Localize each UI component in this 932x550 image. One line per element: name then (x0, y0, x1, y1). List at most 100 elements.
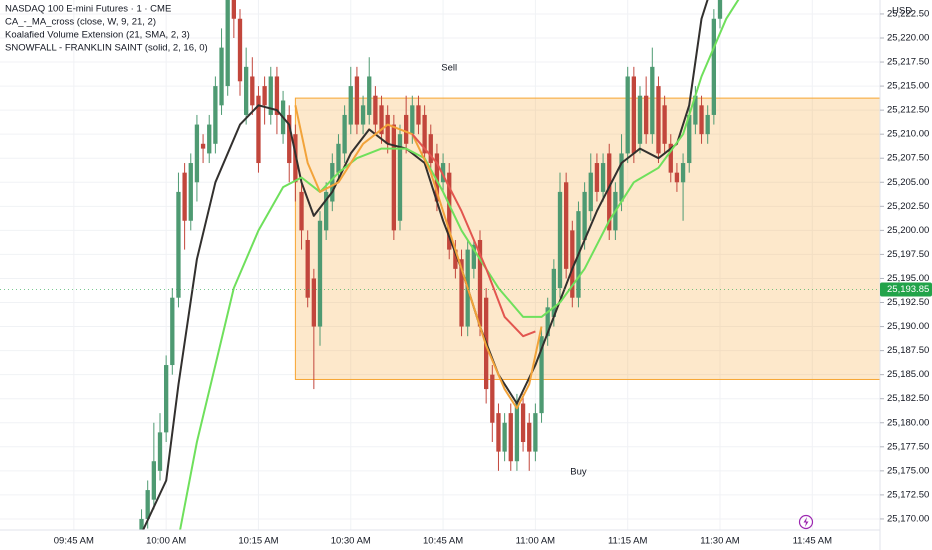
indicator-line (411, 133, 536, 338)
candle-body (219, 47, 224, 106)
x-tick-label: 11:00 AM (516, 536, 556, 547)
candle-body (336, 143, 341, 173)
candle-body (687, 114, 692, 164)
candle-body (330, 163, 335, 202)
candle-body (711, 18, 716, 115)
candle-body (699, 105, 704, 135)
candle-body (477, 239, 483, 327)
candle-body (527, 422, 532, 452)
candle-body (459, 259, 464, 327)
candle-body (151, 461, 156, 500)
y-tick-label: 25,220.00 (887, 33, 929, 44)
candle-body (262, 86, 267, 106)
candle-body (662, 105, 667, 144)
candle-body (231, 0, 236, 19)
x-tick-label: 09:45 AM (54, 536, 94, 547)
candle-body (287, 114, 292, 164)
candle-body (422, 114, 427, 154)
candle-body (502, 422, 507, 452)
x-tick-label: 10:30 AM (331, 536, 371, 547)
candle-body (693, 95, 698, 125)
y-tick-label: 25,170.00 (887, 513, 929, 524)
axes: 25,170.00 25,172.50 25,175.00 25,177.50 25,1… (54, 8, 932, 547)
candle-body (600, 163, 606, 192)
candle-body (145, 490, 150, 519)
y-tick-label: 25,200.00 (887, 225, 929, 236)
flash-icon[interactable] (798, 514, 814, 530)
candle-body (582, 191, 587, 240)
y-tick-label: 25,217.50 (887, 57, 929, 68)
candle-body (311, 278, 316, 327)
indicator-label: Koalafied Volume Extension (21, SMA, 2, … (5, 30, 190, 41)
header: NASDAQ 100 E-mini Futures · 1 · CME CA_-… (5, 4, 208, 54)
candle-body (496, 413, 501, 452)
candle-body (644, 95, 649, 135)
candle-body (385, 114, 390, 144)
y-tick-label: 25,222.50 (887, 8, 929, 19)
candle-body (200, 143, 206, 149)
x-tick-label: 11:30 AM (700, 536, 740, 547)
candle-body (570, 230, 575, 298)
y-tick-label: 25,210.00 (887, 129, 929, 140)
candle-body (324, 191, 329, 231)
y-tick-label: 25,212.50 (887, 105, 929, 116)
candle-body (391, 124, 396, 231)
candle-body (256, 95, 261, 164)
candle-body (674, 172, 680, 183)
candle-body (650, 66, 655, 135)
candle-body (564, 182, 569, 269)
candle-body (317, 220, 323, 327)
candle-body (520, 403, 526, 442)
candle-body (397, 134, 403, 221)
indicator-label: SNOWFALL - FRANKLIN SAINT (solid, 2, 16,… (5, 43, 208, 54)
candle-body (625, 76, 630, 154)
y-tick-label: 25,172.50 (887, 489, 929, 500)
annotation: Sell (441, 62, 457, 73)
candle-body (471, 244, 476, 269)
candle-body (619, 153, 624, 202)
indicator-line (294, 105, 543, 410)
candle-body (588, 172, 593, 212)
candle-body (207, 124, 212, 154)
candle-body (157, 432, 163, 471)
candle-body (428, 134, 433, 164)
y-tick-label: 25,207.50 (887, 153, 929, 164)
candle-body (447, 172, 452, 250)
candle-body (176, 191, 181, 298)
y-tick-label: 25,175.00 (887, 465, 929, 476)
y-tick-label: 25,215.00 (887, 81, 929, 92)
candle-body (305, 239, 310, 298)
candle-body (545, 307, 550, 337)
y-tick-label: 25,205.00 (887, 177, 929, 188)
y-tick-label: 25,187.50 (887, 345, 929, 356)
candle-body (490, 374, 495, 423)
x-tick-label: 11:45 AM (793, 536, 833, 547)
candle-body (379, 105, 384, 135)
candle-body (194, 124, 200, 183)
candle-body (139, 518, 144, 530)
y-tick-label: 25,180.00 (887, 417, 929, 428)
indicator-label: CA_-_MA_cross (close, W, 9, 21, 2) (5, 17, 156, 28)
candle-body (508, 413, 513, 462)
candle-body (680, 163, 686, 183)
grid (0, 0, 880, 530)
candle-body (637, 95, 643, 144)
candle-body (434, 153, 440, 202)
indicator-line (141, 0, 709, 530)
candle-body (250, 76, 255, 106)
candle-body (533, 413, 538, 452)
y-tick-label: 25,182.50 (887, 393, 929, 404)
x-tick-label: 11:15 AM (608, 536, 648, 547)
last-price-badge (880, 282, 932, 297)
candle-body (274, 76, 280, 115)
candle-body (354, 76, 360, 125)
candle-body (360, 105, 366, 125)
x-tick-label: 10:15 AM (238, 536, 278, 547)
candle-body (299, 191, 304, 231)
candle-body (607, 153, 612, 231)
candle-body (404, 114, 409, 144)
candle-body (342, 114, 347, 154)
y-tick-label: 25,185.00 (887, 369, 929, 380)
candle-body (170, 297, 175, 366)
